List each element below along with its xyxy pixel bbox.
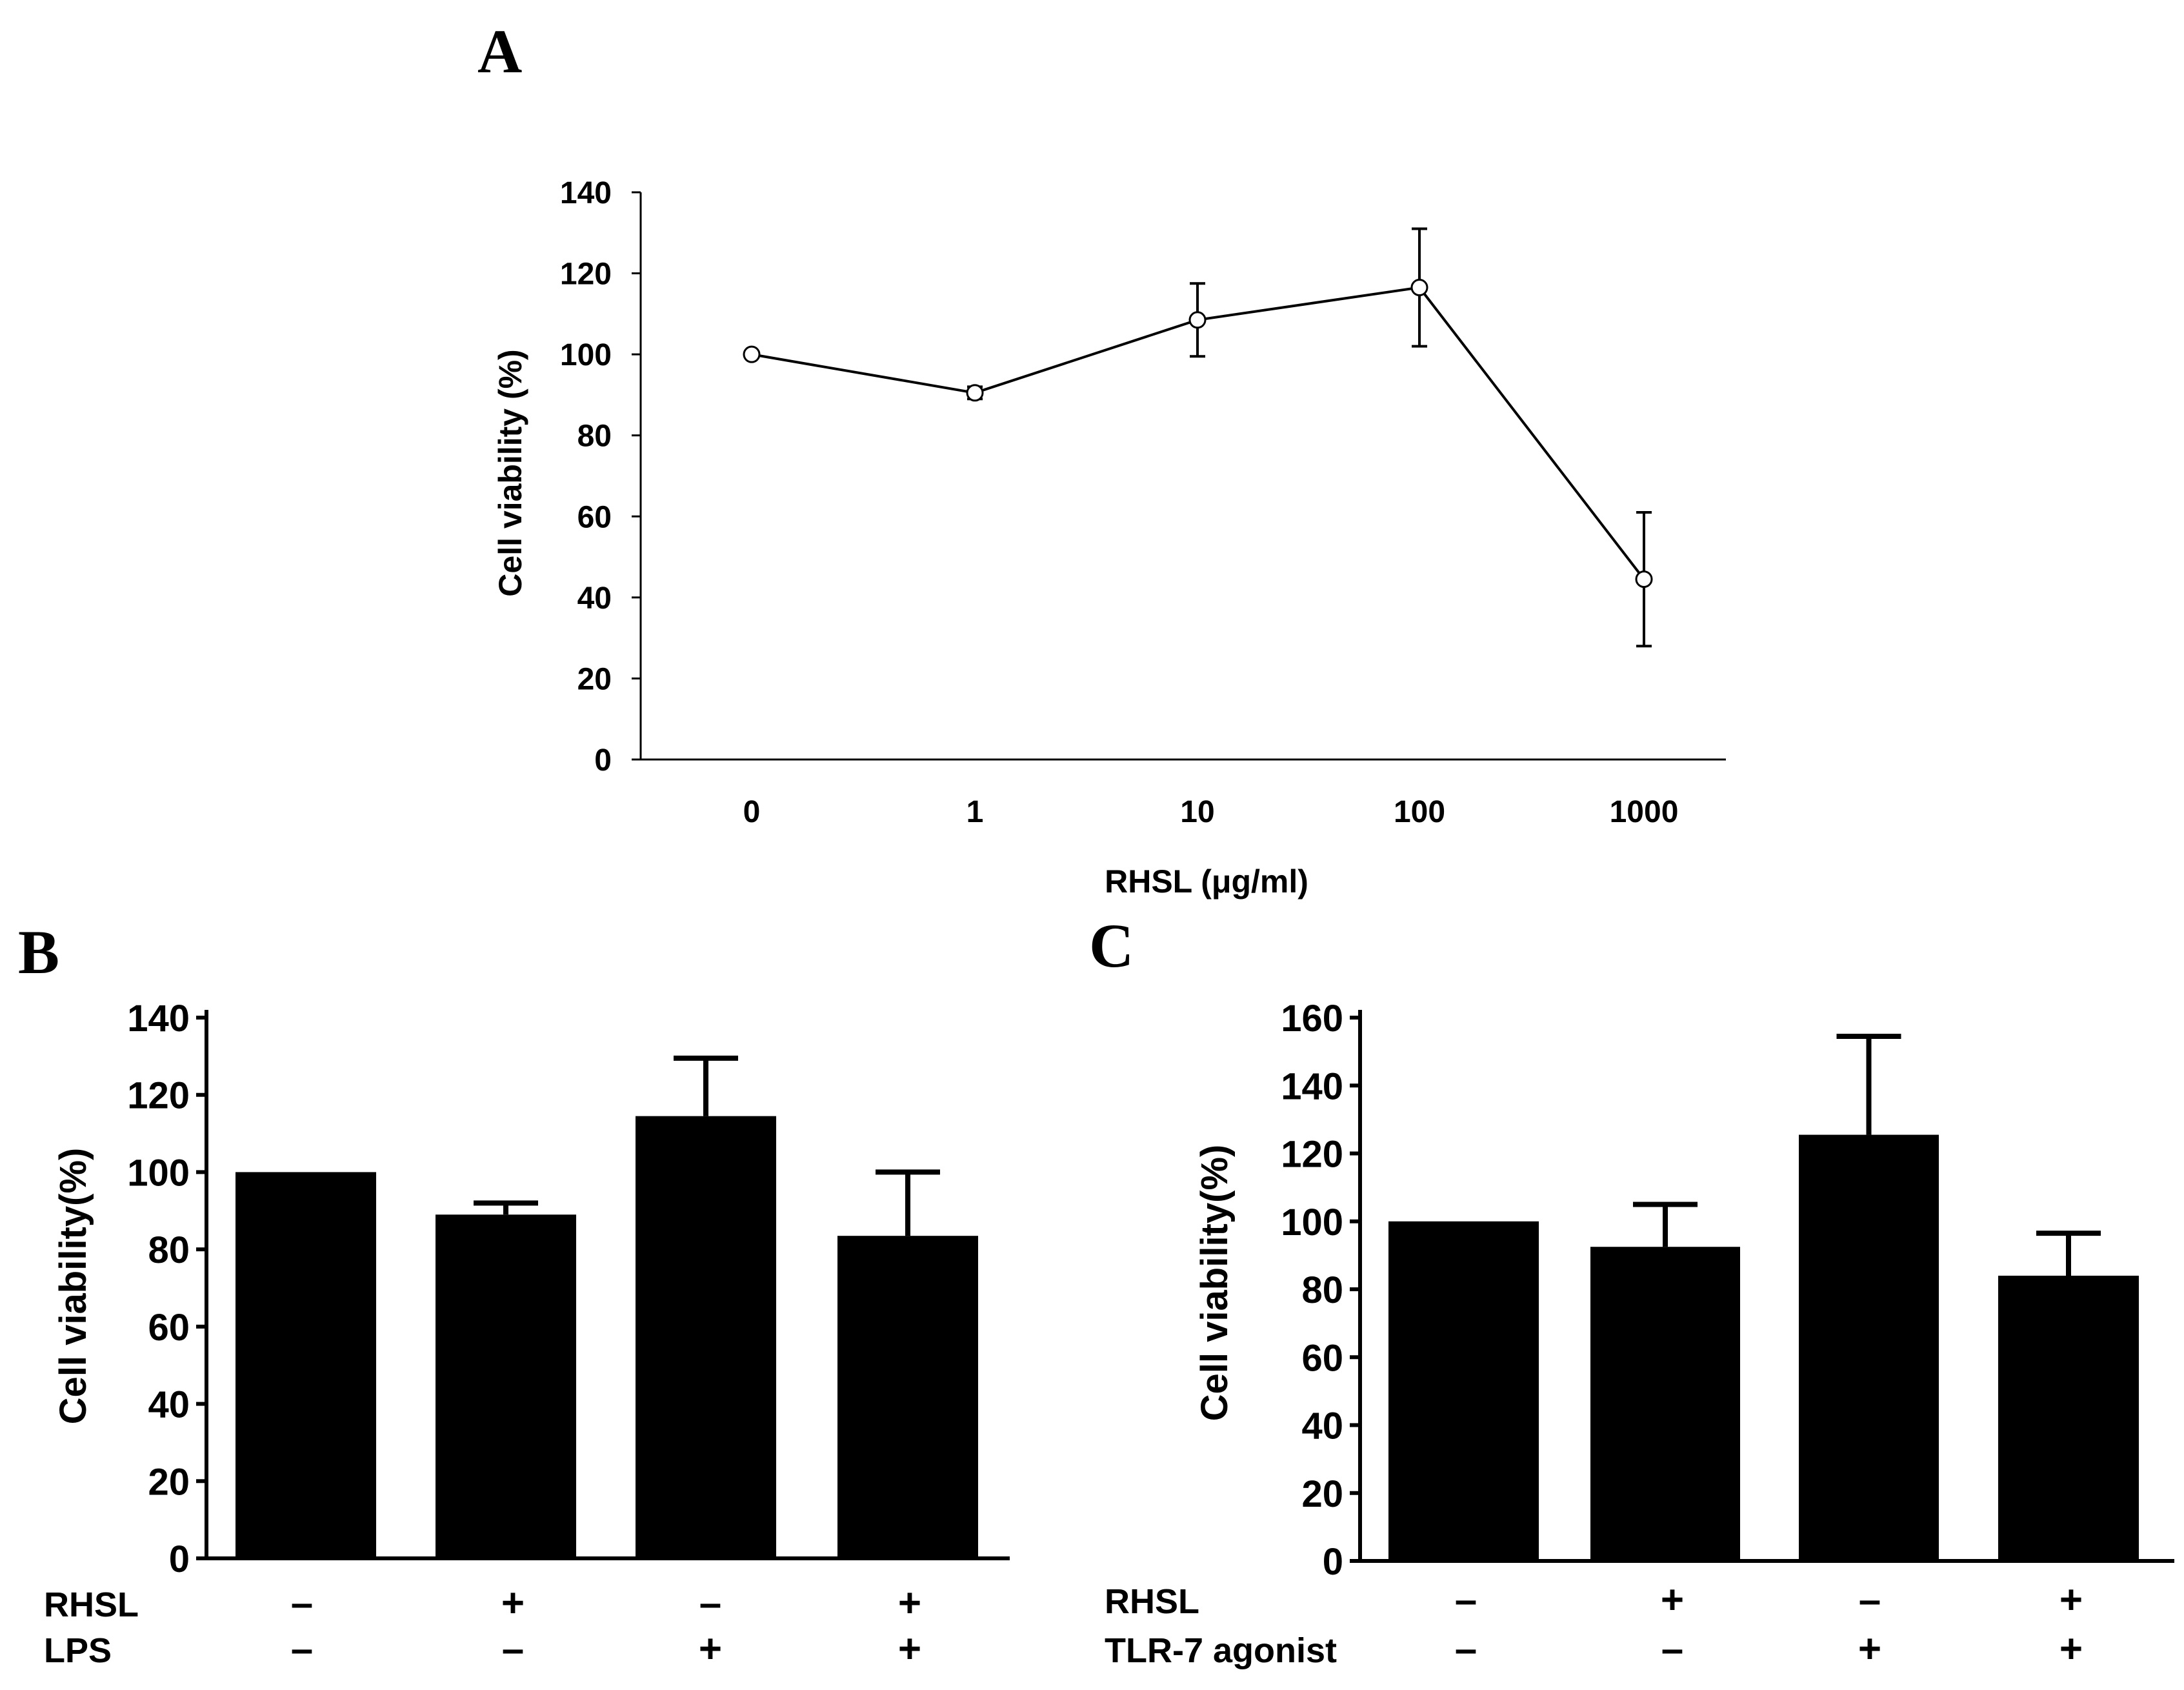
chart-a-y-tick-label: 100	[560, 338, 612, 372]
chart-a-axes	[639, 192, 1726, 761]
chart-b-bar	[636, 1116, 776, 1558]
chart-b-y-tick-label: 80	[148, 1229, 190, 1271]
chart-b-condition-sign: –	[291, 1581, 313, 1625]
chart-b-condition-sign: –	[502, 1627, 524, 1671]
chart-a-y-tick-label: 140	[560, 176, 612, 210]
chart-c-y-tick-label: 60	[1301, 1337, 1343, 1379]
panel-letter-c: C	[1089, 911, 1134, 980]
chart-a-point	[966, 384, 984, 402]
chart-c-condition-sign: +	[2059, 1578, 2083, 1622]
chart-a-y-axis-label: Cell viability (%)	[492, 349, 528, 596]
chart-b-bars	[235, 1116, 978, 1558]
chart-b-condition-label: LPS	[44, 1631, 112, 1670]
chart-b-condition-sign: –	[291, 1627, 313, 1671]
chart-c-condition-sign: –	[1859, 1578, 1881, 1622]
chart-a-y-tick-label: 40	[577, 581, 612, 616]
chart-c-y-tick-label: 0	[1323, 1541, 1343, 1583]
chart-a-point	[1635, 570, 1653, 588]
chart-c-condition-label: TLR-7 agonist	[1105, 1631, 1337, 1670]
panel-letter-a: A	[477, 17, 522, 86]
chart-a-x-axis-label: RHSL (μg/ml)	[1105, 863, 1308, 900]
chart-c-y-tick-label: 100	[1281, 1202, 1343, 1243]
chart-a-point	[1188, 311, 1207, 329]
chart-a-y-tick-label: 120	[560, 257, 612, 292]
chart-c-bar	[1590, 1247, 1740, 1561]
chart-c-y-tick-label: 40	[1301, 1405, 1343, 1447]
chart-b-error-bars	[474, 1055, 940, 1236]
chart-c-y-tick-label: 160	[1281, 998, 1343, 1040]
chart-b-condition-sign: +	[699, 1627, 722, 1671]
chart-b-y-tick-label: 100	[127, 1152, 190, 1194]
chart-b-condition-label: RHSL	[44, 1585, 139, 1624]
chart-a-point	[743, 345, 761, 363]
chart-a-y-tick-label: 0	[594, 743, 612, 778]
chart-c-condition-sign: +	[2059, 1627, 2083, 1671]
chart-b-condition-sign: +	[898, 1627, 921, 1671]
chart-c-y-tick-label: 140	[1281, 1065, 1343, 1107]
chart-b-y-tick-label: 120	[127, 1075, 190, 1117]
chart-b-y-tick-label: 40	[148, 1384, 190, 1426]
chart-c-bar	[1998, 1275, 2139, 1561]
chart-b-axes	[205, 1010, 1010, 1560]
chart-a-marks	[743, 227, 1653, 648]
chart-a-x-ticks: 0 1 10 100 1000	[743, 795, 1679, 829]
chart-b-y-tick-label: 20	[148, 1461, 190, 1503]
chart-a-point	[1410, 279, 1428, 297]
chart-a-y-tick-label: 60	[577, 500, 612, 534]
chart-c-bar	[1388, 1221, 1539, 1561]
chart-c-y-tick-label: 120	[1281, 1134, 1343, 1176]
chart-c-y-tick-label: 80	[1301, 1269, 1343, 1311]
panel-letter-b: B	[18, 918, 59, 987]
chart-c-conditions: RHSL – + – + TLR-7 agonist – – + +	[1105, 1578, 2083, 1671]
chart-a-x-tick-label: 1	[967, 795, 984, 829]
chart-b-condition-sign: –	[699, 1581, 721, 1625]
chart-c-condition-sign: –	[1455, 1627, 1477, 1671]
chart-a-y-ticks: 0 20 40 60 80 100 120 140	[560, 176, 641, 778]
chart-a-y-tick-label: 20	[577, 662, 612, 696]
chart-b-bar	[235, 1172, 376, 1558]
chart-c-y-tick-label: 20	[1301, 1473, 1343, 1515]
chart-b-bar	[837, 1236, 978, 1558]
chart-b-condition-sign: +	[501, 1581, 525, 1625]
chart-a: 0 20 40 60 80 100 120 140 0 1 10 100 1000 Cell viab…	[492, 176, 1726, 900]
chart-b-bar	[436, 1214, 576, 1558]
chart-c-condition-label: RHSL	[1105, 1582, 1199, 1621]
chart-b-y-tick-label: 0	[169, 1538, 190, 1580]
chart-c-condition-sign: –	[1661, 1627, 1683, 1671]
chart-c: 0 20 40 60 80 100 120 140 160 RHSL – + – + TLR-7 agon…	[1105, 998, 2174, 1671]
chart-a-x-tick-label: 1000	[1610, 795, 1679, 829]
chart-a-y-tick-label: 80	[577, 419, 612, 454]
chart-b-y-tick-label: 60	[148, 1307, 190, 1349]
chart-b-conditions: RHSL – + – +LPS – – + +	[44, 1581, 921, 1671]
chart-b-y-tick-label: 140	[127, 998, 190, 1040]
chart-c-y-ticks: 0 20 40 60 80 100 120 140 160	[1281, 998, 1360, 1583]
chart-c-condition-sign: +	[1858, 1627, 1881, 1671]
chart-c-bars	[1388, 1134, 2139, 1561]
chart-b-y-axis-label: Cell viability(%)	[52, 1148, 94, 1425]
chart-c-condition-sign: +	[1661, 1578, 1684, 1622]
chart-c-bar	[1799, 1134, 1939, 1561]
chart-c-error-bars	[1633, 1033, 2101, 1276]
chart-c-y-axis-label: Cell viability(%)	[1194, 1145, 1236, 1422]
chart-c-condition-sign: –	[1455, 1578, 1477, 1622]
chart-a-x-tick-label: 0	[743, 795, 761, 829]
chart-b-condition-sign: +	[898, 1581, 921, 1625]
chart-a-x-tick-label: 100	[1394, 795, 1445, 829]
chart-c-axes	[1358, 1010, 2174, 1563]
chart-b-y-ticks: 0 20 40 60 80 100 120 140	[127, 998, 206, 1580]
chart-a-x-tick-label: 10	[1180, 795, 1214, 829]
